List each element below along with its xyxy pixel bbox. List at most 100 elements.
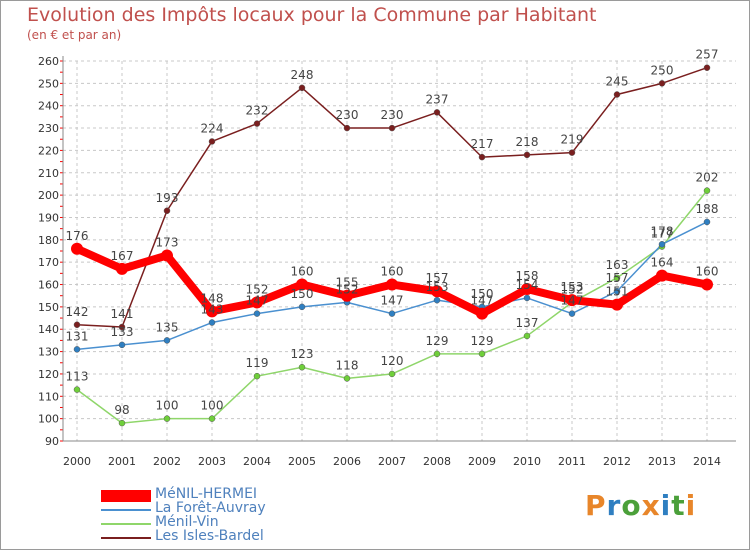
x-tick-label-11: 2011 [558, 455, 586, 468]
y-tick-label-2: 110 [38, 390, 59, 403]
y-tick-label-9: 180 [38, 234, 59, 247]
data-point-2-1 [118, 419, 126, 427]
data-label-0-12: 151 [606, 285, 629, 299]
x-tick-label-14: 2014 [693, 455, 721, 468]
data-point-0-9 [476, 307, 488, 320]
data-label-2-5: 123 [291, 347, 314, 361]
data-point-0-10 [521, 283, 533, 295]
x-tick-label-12: 2012 [603, 455, 631, 468]
data-point-3-8 [433, 109, 441, 116]
data-point-0-4 [251, 296, 263, 309]
data-label-3-6: 230 [336, 108, 359, 122]
data-label-1-6: 152 [336, 282, 359, 296]
data-point-3-0 [73, 321, 81, 329]
data-label-2-7: 120 [381, 354, 404, 368]
chart-subtitle: (en € et par an) [27, 28, 122, 42]
data-label-0-7: 160 [381, 265, 404, 279]
data-label-1-7: 147 [381, 294, 404, 308]
data-point-0-2 [161, 249, 173, 262]
data-point-3-10 [523, 151, 531, 159]
data-point-3-1 [118, 323, 126, 331]
data-label-0-4: 152 [246, 282, 269, 296]
legend-label: Les Isles-Bardel [155, 528, 264, 544]
data-point-0-14 [701, 278, 713, 291]
logo-letter: o [621, 489, 642, 522]
x-tick-label-5: 2005 [288, 455, 316, 468]
legend-label: La Forêt-Auvray [155, 500, 266, 516]
y-tick-label-17: 260 [38, 55, 59, 68]
data-point-1-12 [613, 287, 621, 295]
data-label-3-12: 245 [606, 75, 629, 89]
data-label-0-13: 164 [651, 256, 674, 270]
data-label-0-1: 167 [111, 249, 134, 263]
data-label-3-1: 141 [111, 307, 134, 321]
legend-label: Ménil-Vin [155, 514, 219, 530]
y-tick-label-5: 140 [38, 323, 59, 336]
x-tick-label-3: 2003 [198, 455, 226, 468]
data-label-1-11: 147 [561, 294, 584, 308]
data-point-0-0 [71, 242, 83, 255]
data-label-1-13: 178 [651, 224, 674, 238]
data-label-1-10: 154 [516, 278, 539, 292]
y-tick-label-11: 200 [38, 189, 59, 202]
y-tick-label-6: 150 [38, 301, 59, 314]
data-label-1-3: 143 [201, 303, 224, 317]
y-tick-label-1: 100 [38, 413, 59, 426]
data-point-3-14 [703, 64, 711, 71]
data-point-2-8 [433, 350, 441, 358]
data-point-3-2 [163, 207, 171, 215]
data-label-0-2: 173 [156, 235, 179, 249]
data-label-3-11: 219 [561, 133, 584, 147]
data-point-2-14 [703, 187, 711, 194]
x-tick-label-7: 2007 [378, 455, 406, 468]
data-point-0-8 [431, 285, 443, 298]
data-label-1-0: 131 [66, 329, 89, 343]
data-point-2-7 [388, 370, 396, 378]
data-label-2-0: 113 [66, 370, 89, 384]
data-point-1-1 [118, 341, 126, 349]
data-label-3-13: 250 [651, 63, 674, 77]
x-tick-label-8: 2008 [423, 455, 451, 468]
data-point-2-6 [343, 375, 351, 382]
x-tick-label-13: 2013 [648, 455, 676, 468]
data-label-2-4: 119 [246, 356, 269, 370]
data-point-1-14 [703, 218, 711, 226]
data-label-1-8: 153 [426, 280, 449, 294]
data-point-1-8 [433, 296, 441, 304]
data-point-0-7 [386, 278, 398, 291]
x-tick-label-9: 2009 [468, 455, 496, 468]
data-label-0-0: 176 [66, 229, 89, 243]
logo-letter: r [606, 489, 622, 522]
y-tick-label-4: 130 [38, 346, 59, 359]
data-point-1-3 [208, 319, 216, 326]
data-point-1-4 [253, 310, 261, 317]
data-point-0-12 [611, 298, 623, 311]
data-label-0-8: 157 [426, 271, 449, 285]
legend-swatch [101, 509, 151, 511]
data-label-0-11: 153 [561, 280, 584, 294]
data-label-3-3: 224 [201, 121, 224, 135]
data-label-1-5: 150 [291, 287, 314, 301]
data-label-1-2: 135 [156, 320, 179, 334]
data-label-1-12: 157 [606, 271, 629, 285]
data-label-2-11: 152 [561, 282, 584, 296]
data-point-1-10 [523, 294, 531, 302]
data-label-2-9: 129 [471, 334, 494, 348]
data-label-2-13: 177 [651, 227, 674, 241]
data-point-1-5 [298, 303, 306, 311]
data-point-0-5 [296, 278, 308, 291]
data-point-3-6 [343, 124, 351, 132]
data-label-3-4: 232 [246, 104, 269, 118]
data-point-2-4 [253, 372, 261, 380]
y-tick-label-16: 250 [38, 77, 59, 90]
x-tick-label-0: 2000 [63, 455, 91, 468]
data-point-1-2 [163, 337, 171, 344]
data-label-0-3: 148 [201, 291, 224, 305]
y-tick-label-15: 240 [38, 100, 59, 113]
legend-label: MéNIL-HERMEI [155, 486, 258, 502]
data-label-3-9: 217 [471, 137, 494, 151]
data-label-2-8: 129 [426, 334, 449, 348]
data-point-2-0 [73, 386, 81, 393]
data-label-1-9: 150 [471, 287, 494, 301]
